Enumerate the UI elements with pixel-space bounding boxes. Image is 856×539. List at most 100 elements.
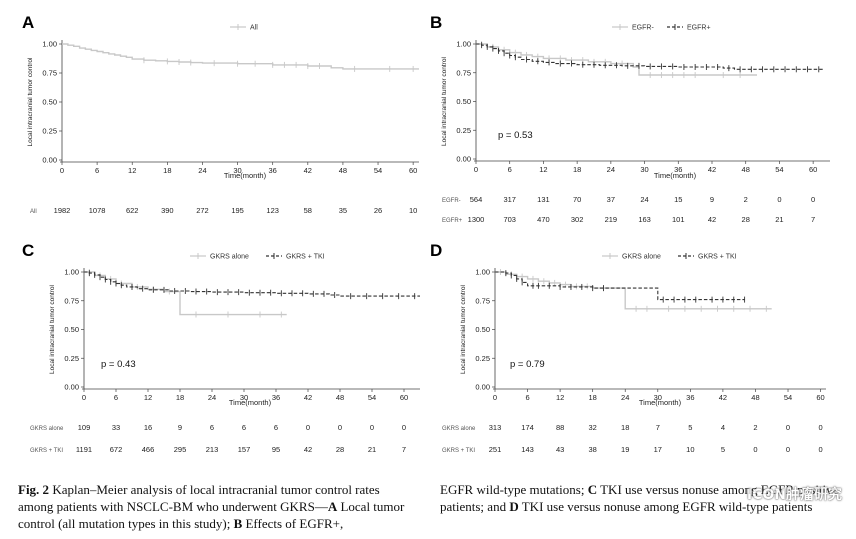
risk-table-value: 0 xyxy=(753,445,757,454)
risk-table-value: 37 xyxy=(607,195,615,204)
risk-table-value: 7 xyxy=(656,423,660,432)
y-tick-label: 0.00 xyxy=(64,383,79,392)
x-tick-label: 36 xyxy=(269,166,277,175)
x-tick-label: 30 xyxy=(640,165,648,174)
km-panel-d: D0.000.250.500.751.000 6 12 18 24 30 36 42 48 54 6… xyxy=(430,241,826,454)
risk-table-label: EGFR- xyxy=(442,198,461,204)
risk-table-value: 174 xyxy=(521,423,534,432)
legend-label: EGFR+ xyxy=(687,25,711,32)
legend-label: GKRS + TKI xyxy=(698,254,737,261)
x-tick-label: 42 xyxy=(304,166,312,175)
risk-table-value: 123 xyxy=(266,206,279,215)
x-tick-label: 60 xyxy=(816,393,824,402)
risk-table-value: 2 xyxy=(744,195,748,204)
x-tick-label: 60 xyxy=(809,165,817,174)
risk-table-value: 33 xyxy=(112,423,120,432)
risk-table-value: 6 xyxy=(242,423,246,432)
x-tick-label: 54 xyxy=(784,393,792,402)
figure-label: Fig. 2 xyxy=(18,482,50,497)
panel-letter: D xyxy=(430,241,442,260)
x-tick-label: 42 xyxy=(708,165,716,174)
y-tick-label: 0.75 xyxy=(475,296,490,305)
km-series xyxy=(62,43,419,72)
risk-table-value: 1300 xyxy=(468,215,485,224)
risk-table-value: 0 xyxy=(338,423,342,432)
x-tick-label: 54 xyxy=(368,393,376,402)
caption-panel-ref: D xyxy=(509,499,519,514)
km-series xyxy=(495,269,772,312)
caption-panel-ref: C xyxy=(587,482,598,497)
x-tick-label: 54 xyxy=(775,165,783,174)
y-tick-label: 0.75 xyxy=(456,68,471,77)
risk-table-label: GKRS + TKI xyxy=(30,448,63,454)
y-tick-label: 1.00 xyxy=(456,40,471,49)
risk-table-value: 18 xyxy=(621,423,629,432)
risk-table-value: 17 xyxy=(654,445,662,454)
risk-table-value: 219 xyxy=(605,215,618,224)
risk-table-value: 21 xyxy=(368,445,376,454)
x-tick-label: 18 xyxy=(176,393,184,402)
risk-table-value: 157 xyxy=(238,445,251,454)
risk-table-value: 622 xyxy=(126,206,139,215)
x-tick-label: 12 xyxy=(539,165,547,174)
panel-letter: B xyxy=(430,13,442,32)
caption-text: EGFR wild-type mutations; xyxy=(440,482,585,497)
caption-text: TKI use versus nonuse among EGFR positiv… xyxy=(440,482,839,514)
panel-letter: A xyxy=(22,13,34,32)
risk-table-value: 703 xyxy=(503,215,516,224)
x-tick-label: 0 xyxy=(82,393,86,402)
x-tick-label: 54 xyxy=(374,166,382,175)
legend-label: EGFR- xyxy=(632,25,654,32)
risk-table-value: 0 xyxy=(811,195,815,204)
risk-table-value: 672 xyxy=(110,445,123,454)
risk-table-value: 272 xyxy=(196,206,209,215)
x-tick-label: 48 xyxy=(336,393,344,402)
risk-table-value: 9 xyxy=(710,195,714,204)
y-axis-title: Local intracranial tumor control xyxy=(49,285,56,374)
risk-table-value: 6 xyxy=(274,423,278,432)
risk-table-value: 32 xyxy=(589,423,597,432)
p-value-annotation: p = 0.53 xyxy=(498,130,533,141)
x-axis-title: Time(month) xyxy=(654,171,697,180)
risk-table-value: 1191 xyxy=(76,445,92,454)
risk-table-value: 10 xyxy=(409,206,417,215)
km-panel-a: A 0.00 0.25 0.50 0.75 1.00 0 6 12 18 24 30 36 42 48 54 6… xyxy=(22,13,419,215)
x-tick-label: 6 xyxy=(508,165,512,174)
risk-table-value: 7 xyxy=(402,445,406,454)
y-tick-label: 0.25 xyxy=(456,126,471,135)
x-axis-title: Time(month) xyxy=(229,398,272,407)
caption-text: Effects of EGFR+, xyxy=(245,516,344,531)
risk-table-value: 19 xyxy=(621,445,629,454)
risk-table-value: 470 xyxy=(537,215,550,224)
km-series xyxy=(476,41,757,79)
y-tick-label: 0.50 xyxy=(456,97,471,106)
x-axis-title: Time(month) xyxy=(224,171,267,180)
x-tick-label: 24 xyxy=(621,393,629,402)
risk-table-value: 70 xyxy=(573,195,581,204)
x-tick-label: 60 xyxy=(409,166,417,175)
risk-table-value: 42 xyxy=(304,445,312,454)
legend-label: GKRS + TKI xyxy=(286,254,325,261)
y-tick-label: 0.00 xyxy=(42,156,57,165)
x-tick-label: 48 xyxy=(742,165,750,174)
risk-table-value: 295 xyxy=(174,445,187,454)
watermark: ICON肿瘤研究 xyxy=(746,487,842,503)
km-panel-b: B 0.00 0.25 0.50 0.75 1.00 0 6 12 18 24 30 36 42 48 54 6… xyxy=(430,13,830,224)
risk-table-value: 43 xyxy=(556,445,564,454)
risk-table-value: 0 xyxy=(370,423,374,432)
caption-text: Local tumor control (all mutation types … xyxy=(18,499,405,531)
x-tick-label: 36 xyxy=(674,165,682,174)
risk-table-value: 5 xyxy=(721,445,725,454)
y-axis-title: Local intracranial tumor control xyxy=(441,57,448,146)
risk-table-value: 251 xyxy=(489,445,502,454)
risk-table-value: 42 xyxy=(708,215,716,224)
risk-table-value: 35 xyxy=(339,206,347,215)
risk-table-value: 15 xyxy=(674,195,682,204)
p-value-annotation: p = 0.43 xyxy=(101,359,136,370)
km-series xyxy=(495,270,746,303)
risk-table-value: 6 xyxy=(210,423,214,432)
y-tick-label: 0.25 xyxy=(64,354,79,363)
figure-caption-right: EGFR wild-type mutations; C TKI use vers… xyxy=(440,481,840,515)
x-tick-label: 12 xyxy=(556,393,564,402)
legend-label: GKRS alone xyxy=(210,254,249,261)
